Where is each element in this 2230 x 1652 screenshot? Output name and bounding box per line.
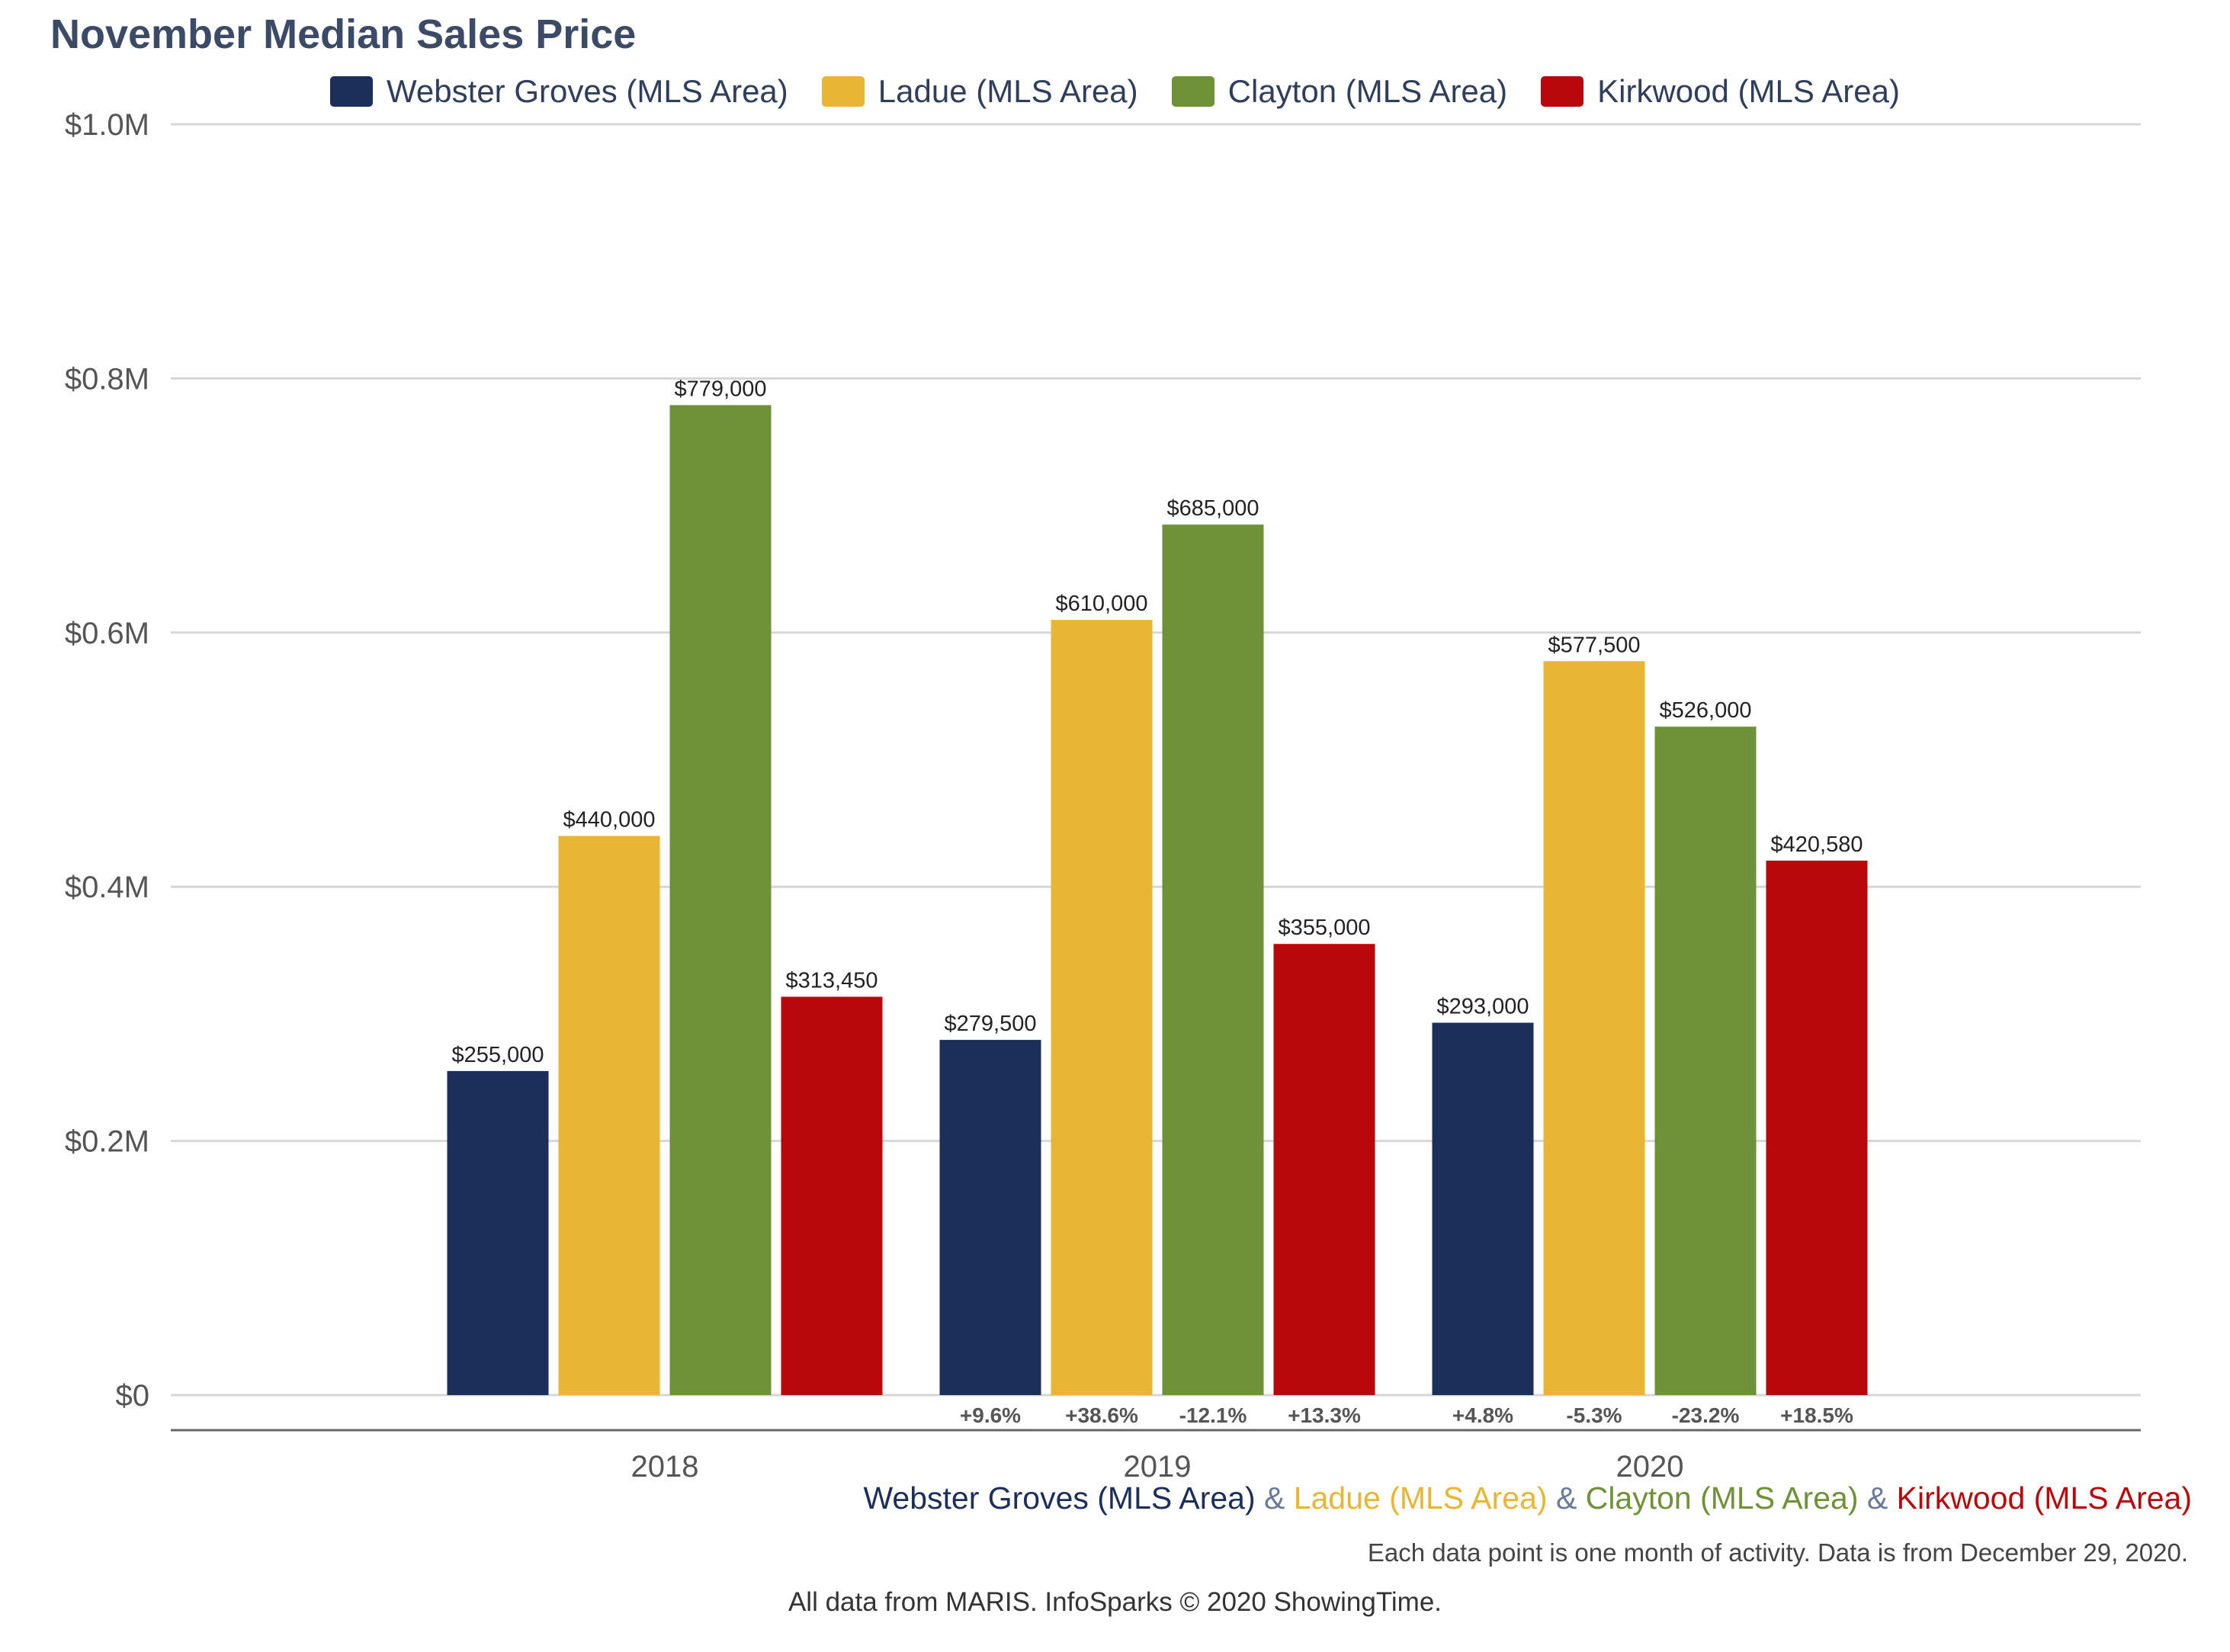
change-label: +18.5%: [1780, 1403, 1853, 1427]
legend-label: Kirkwood (MLS Area): [1597, 73, 1900, 109]
legend-swatch: [1171, 76, 1214, 107]
bar: [669, 405, 772, 1395]
change-label: +4.8%: [1452, 1403, 1513, 1427]
footer-series-ladue: Ladue (MLS Area): [1293, 1480, 1548, 1516]
legend-swatch: [1541, 76, 1584, 107]
footer-series-clayton: Clayton (MLS Area): [1585, 1480, 1859, 1516]
bar-value-label: $440,000: [563, 808, 656, 832]
bar: [558, 836, 660, 1395]
legend-item-clayton[interactable]: Clayton (MLS Area): [1171, 73, 1508, 110]
y-tick-label: $1.0M: [65, 108, 149, 142]
bar-value-label: $526,000: [1660, 698, 1752, 723]
change-label: +38.6%: [1065, 1403, 1138, 1427]
bar: [1543, 661, 1645, 1395]
legend-item-kirkwood[interactable]: Kirkwood (MLS Area): [1541, 73, 1900, 110]
footer-series-webster-groves: Webster Groves (MLS Area): [863, 1480, 1256, 1516]
bar: [1273, 944, 1375, 1395]
legend-swatch: [330, 76, 374, 107]
bar: [1432, 1022, 1534, 1395]
footer-source: All data from MARIS. InfoSparks © 2020 S…: [788, 1587, 1442, 1617]
legend-label: Clayton (MLS Area): [1227, 73, 1508, 109]
change-label: -5.3%: [1566, 1403, 1622, 1427]
chart-title: November Median Sales Price: [50, 11, 637, 57]
y-tick-label: $0.6M: [65, 617, 149, 650]
bar-value-label: $420,580: [1771, 832, 1863, 857]
bar: [1051, 620, 1153, 1395]
change-label: +9.6%: [960, 1403, 1021, 1427]
bar-value-label: $610,000: [1056, 592, 1148, 616]
footer-note: Each data point is one month of activity…: [1367, 1538, 2188, 1567]
legend-swatch: [821, 76, 865, 107]
x-tick-label: 2019: [1124, 1450, 1192, 1484]
legend-item-webster-groves[interactable]: Webster Groves (MLS Area): [330, 73, 788, 110]
legend: Webster Groves (MLS Area) Ladue (MLS Are…: [0, 69, 2230, 114]
legend-label: Webster Groves (MLS Area): [387, 73, 788, 109]
bar-value-label: $293,000: [1437, 995, 1529, 1019]
y-tick-label: $0.2M: [65, 1125, 149, 1159]
bar: [447, 1070, 549, 1395]
x-tick-label: 2020: [1616, 1450, 1684, 1484]
footer-ampersand: &: [1866, 1480, 1888, 1516]
legend-item-ladue[interactable]: Ladue (MLS Area): [821, 73, 1138, 110]
footer-series-kirkwood: Kirkwood (MLS Area): [1896, 1480, 2192, 1516]
footer-series-line: Webster Groves (MLS Area) & Ladue (MLS A…: [863, 1480, 2192, 1516]
footer-ampersand: &: [1555, 1480, 1577, 1516]
change-label: +13.3%: [1288, 1403, 1361, 1427]
bar: [1766, 860, 1868, 1395]
legend-label: Ladue (MLS Area): [878, 73, 1138, 109]
bar: [1654, 727, 1757, 1395]
y-tick-label: $0.8M: [65, 362, 149, 396]
change-label: -23.2%: [1672, 1403, 1740, 1427]
change-label: -12.1%: [1179, 1403, 1247, 1427]
footer-ampersand: &: [1264, 1480, 1285, 1516]
bar-value-label: $279,500: [945, 1012, 1037, 1036]
bar-value-label: $355,000: [1279, 916, 1371, 940]
x-tick-label: 2018: [631, 1450, 699, 1484]
bar: [781, 996, 883, 1395]
bar-value-label: $577,500: [1548, 633, 1641, 657]
bar-value-label: $313,450: [786, 968, 878, 993]
bar-value-label: $255,000: [452, 1043, 544, 1067]
bar-value-label: $685,000: [1167, 496, 1259, 521]
y-tick-label: $0.4M: [65, 871, 149, 904]
bar-value-label: $779,000: [675, 377, 767, 401]
bar: [1162, 524, 1264, 1395]
bar: [939, 1040, 1041, 1395]
y-tick-label: $0: [116, 1379, 150, 1413]
